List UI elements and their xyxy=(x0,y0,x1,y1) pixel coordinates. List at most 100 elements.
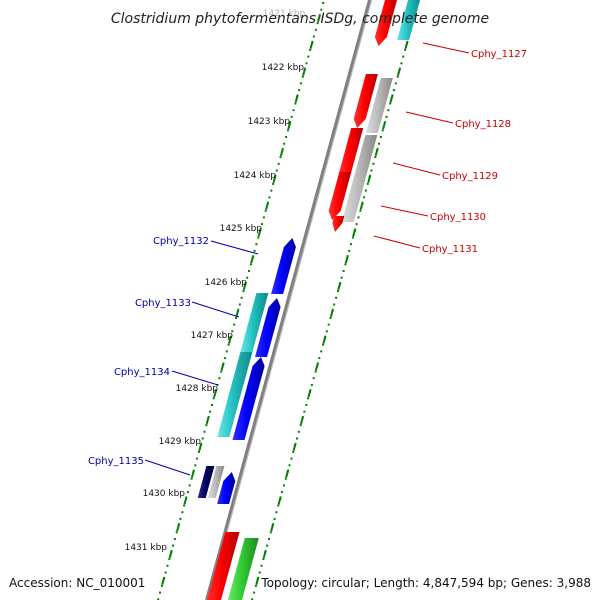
feature-cyan-1134[interactable] xyxy=(217,352,253,437)
outer-rail-dot xyxy=(348,249,351,252)
cds-cphy-1134[interactable] xyxy=(232,357,265,440)
gene-label-cphy-1128[interactable]: Cphy_1128 xyxy=(455,119,511,130)
outer-rail-dot xyxy=(342,270,345,272)
inner-rail-tick xyxy=(250,255,255,264)
inner-rail-dot xyxy=(220,370,223,373)
gene-label-cphy-1131[interactable]: Cphy_1131 xyxy=(422,244,478,255)
feature-cyan-1133[interactable] xyxy=(240,293,269,352)
feature-gray-1129[interactable] xyxy=(341,135,378,222)
outer-rail-tick xyxy=(262,549,267,559)
gene-label-cphy-1130[interactable]: Cphy_1130 xyxy=(430,212,486,223)
inner-rail-dot xyxy=(157,598,160,600)
outer-rail-tick xyxy=(285,469,290,478)
outer-rail-dot xyxy=(268,538,270,540)
feature-gray-1128[interactable] xyxy=(365,78,393,133)
gene-label-cphy-1132[interactable]: Cphy_1132 xyxy=(153,236,209,247)
feature-green-bottom[interactable] xyxy=(227,538,259,600)
cds-cphy-1127[interactable] xyxy=(374,0,398,46)
accession-text: Accession: NC_010001 xyxy=(9,576,145,590)
kbp-label-1430: 1430 kbp xyxy=(143,489,186,499)
outer-rail-dot xyxy=(281,491,283,494)
inner-rail-dot xyxy=(299,82,302,85)
kbp-label-1426: 1426 kbp xyxy=(205,278,248,288)
inner-rail-dot xyxy=(235,316,237,319)
outer-rail-dot xyxy=(387,109,390,112)
cds-cphy-1131[interactable] xyxy=(332,216,345,232)
outer-rail-dot xyxy=(307,397,310,400)
inner-rail-dot xyxy=(309,48,312,51)
outer-rail-dot xyxy=(351,236,354,239)
outer-rail-dot xyxy=(262,558,265,561)
inner-rail-dot xyxy=(261,223,263,226)
inner-rail-dot xyxy=(277,162,280,165)
leader-cphy-1128 xyxy=(405,111,454,124)
gene-label-cphy-1133[interactable]: Cphy_1133 xyxy=(135,298,191,309)
outer-rail-dot xyxy=(385,115,388,118)
inner-rail-tick xyxy=(242,281,247,291)
backbone-highlight xyxy=(208,0,372,600)
feature-cyan-top[interactable] xyxy=(397,0,421,40)
gene-label-cphy-1127[interactable]: Cphy_1127 xyxy=(471,49,527,60)
inner-rail-dot xyxy=(270,189,273,192)
outer-rail-tick xyxy=(404,40,409,49)
inner-rail-dot xyxy=(168,558,171,561)
outer-rail-tick xyxy=(397,67,402,76)
kbp-label-1423: 1423 kbp xyxy=(248,117,291,127)
inner-rail-dot xyxy=(285,136,288,138)
outer-rail-tick xyxy=(367,174,372,183)
gene-label-cphy-1129[interactable]: Cphy_1129 xyxy=(442,171,498,182)
cds-cphy-1130[interactable] xyxy=(328,172,352,220)
inner-rail-dot xyxy=(298,89,301,92)
outer-rail-dot xyxy=(350,243,352,246)
inner-rail-dot xyxy=(294,102,297,105)
inner-rail-tick xyxy=(257,228,262,237)
leader-cphy-1135 xyxy=(144,459,191,476)
feature-gray-1135[interactable] xyxy=(207,466,225,498)
outer-rail-dot xyxy=(366,182,369,185)
kbp-label-1431: 1431 kbp xyxy=(125,543,168,553)
kbp-label-1422: 1422 kbp xyxy=(262,63,305,73)
inner-rail-dot xyxy=(322,2,325,4)
inner-rail-dot xyxy=(320,8,323,11)
inner-rail-dot xyxy=(227,343,230,346)
inner-rail-dot xyxy=(262,216,265,219)
cds-cphy-1128[interactable] xyxy=(353,74,378,128)
outer-rail-dot xyxy=(284,477,287,480)
inner-rail-tick xyxy=(220,362,225,371)
outer-rail-dot xyxy=(260,564,263,567)
inner-rail-dot xyxy=(209,410,212,413)
outer-rail-dot xyxy=(296,437,298,440)
outer-rail-dot xyxy=(379,136,382,138)
inner-rail-tick xyxy=(317,13,322,23)
feature-red-bottom[interactable] xyxy=(206,532,240,600)
inner-rail-dot xyxy=(305,62,308,65)
inner-rail-dot xyxy=(242,290,245,293)
inner-rail-dot xyxy=(301,75,304,78)
inner-rail-dot xyxy=(175,531,178,534)
gene-label-cphy-1134[interactable]: Cphy_1134 xyxy=(114,367,170,378)
outer-rail-dot xyxy=(363,196,366,199)
outer-rail-dot xyxy=(394,82,397,85)
outer-rail-tick xyxy=(322,335,327,344)
outer-rail-tick xyxy=(352,228,357,237)
outer-rail-dot xyxy=(297,430,300,433)
inner-rail-dot xyxy=(188,484,191,487)
outer-rail-dot xyxy=(378,142,380,145)
cds-cphy-1129[interactable] xyxy=(339,128,364,172)
gene-label-cphy-1135[interactable]: Cphy_1135 xyxy=(88,456,144,467)
outer-rail-tick xyxy=(374,147,379,157)
cds-cphy-1133[interactable] xyxy=(255,298,281,357)
inner-rail-tick xyxy=(168,549,173,559)
inner-rail-dot xyxy=(225,350,228,353)
outer-rail-dot xyxy=(275,511,278,514)
cds-cphy-1132[interactable] xyxy=(271,238,296,294)
feature-navy-1135[interactable] xyxy=(197,466,215,498)
inner-rail-dot xyxy=(283,142,286,145)
cds-cphy-1135[interactable] xyxy=(217,472,236,504)
outer-rail-tick xyxy=(329,308,334,317)
inner-rail-tick xyxy=(176,523,181,532)
outer-rail-dot xyxy=(303,410,306,413)
outer-rail-dot xyxy=(251,598,254,600)
inner-rail-dot xyxy=(194,464,197,467)
outer-rail-dot xyxy=(374,156,377,159)
